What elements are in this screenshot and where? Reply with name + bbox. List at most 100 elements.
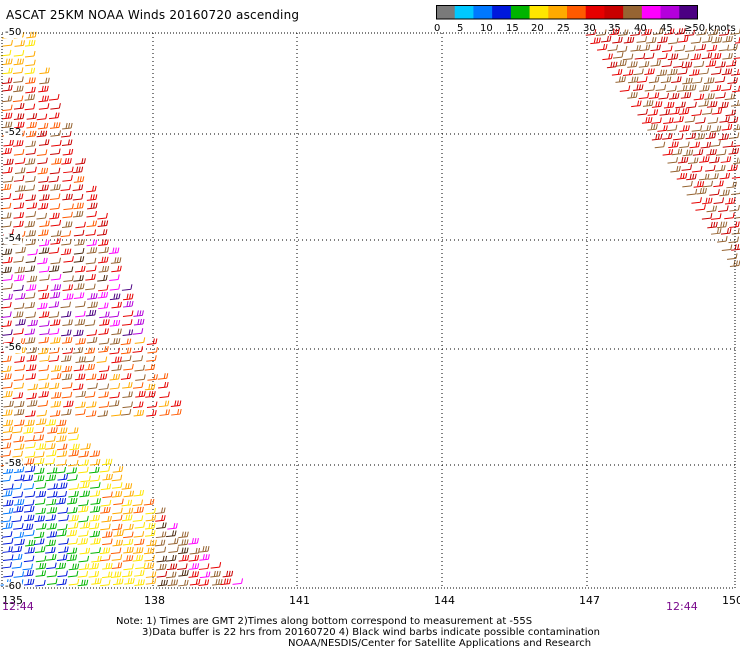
barb-feather (621, 52, 624, 58)
barb-shaft (122, 314, 133, 317)
wind-barb (24, 419, 35, 427)
barb-feather (33, 221, 36, 227)
barb-shaft (14, 424, 24, 427)
barb-shaft (691, 201, 701, 204)
wind-barb (84, 363, 96, 371)
barb-feather (737, 236, 739, 242)
barb-feather (44, 292, 47, 299)
barb-shaft (13, 448, 24, 451)
barb-feather (42, 523, 45, 529)
barb-shaft (691, 114, 701, 117)
barb-feather (671, 141, 674, 147)
barb-shaft (109, 387, 119, 390)
barb-feather (88, 347, 91, 353)
barb-feather (731, 141, 734, 147)
barb-feather (690, 180, 693, 187)
barb-feather (95, 466, 98, 473)
wind-barb (110, 257, 122, 264)
barb-shaft (23, 583, 34, 586)
barb-feather (710, 197, 713, 203)
barb-feather (113, 373, 116, 380)
barb-shaft (146, 342, 156, 345)
wind-barb (25, 59, 36, 67)
barb-feather (71, 293, 74, 299)
barb-feather (702, 187, 705, 194)
barb-feather (21, 435, 24, 442)
barb-feather (702, 181, 705, 187)
barb-feather (52, 265, 55, 271)
barb-feather (653, 124, 656, 130)
wind-barb (144, 522, 156, 530)
barb-feather (21, 256, 24, 262)
barb-shaft (26, 404, 37, 407)
wind-barb (67, 427, 79, 435)
wind-barb (25, 230, 37, 237)
wind-barb (135, 374, 146, 381)
wind-barb (24, 451, 36, 458)
barb-shaft (663, 106, 673, 109)
wind-barb (39, 220, 50, 228)
barb-feather (79, 275, 82, 281)
barb-feather (715, 156, 718, 162)
barb-feather (727, 116, 730, 122)
barb-feather (22, 382, 25, 388)
barb-feather (75, 443, 78, 449)
wind-barb (58, 538, 69, 545)
barb-shaft (24, 470, 34, 473)
barb-feather (172, 563, 175, 569)
barb-shaft (728, 241, 738, 244)
barb-feather (88, 475, 91, 481)
barb-feather (51, 474, 54, 480)
barb-feather (97, 522, 100, 528)
barb-feather (31, 364, 34, 370)
wind-barb (67, 459, 79, 467)
barb-feather (55, 531, 58, 537)
barb-feather (4, 266, 7, 272)
wind-barb (123, 563, 134, 571)
barb-feather (102, 319, 105, 325)
barb-feather (121, 530, 124, 536)
barb-shaft (26, 126, 36, 129)
barb-feather (165, 571, 168, 577)
barb-feather (7, 320, 10, 326)
barb-shaft (210, 566, 220, 569)
wind-barb (653, 28, 664, 35)
barb-feather (681, 116, 684, 122)
barb-shaft (88, 527, 98, 530)
barb-feather (687, 53, 690, 59)
wind-barb (11, 515, 23, 523)
barb-shaft (121, 519, 132, 522)
barb-feather (90, 247, 93, 253)
wind-barb (12, 450, 23, 458)
wind-barb (731, 191, 740, 196)
barb-feather (106, 391, 109, 397)
barb-feather (628, 85, 631, 91)
barb-shaft (612, 41, 622, 44)
barb-shaft (24, 341, 34, 344)
wind-barb (50, 103, 61, 110)
barb-shaft (681, 168, 691, 171)
barb-feather (8, 499, 11, 506)
barb-shaft (1, 370, 11, 373)
barb-shaft (222, 575, 232, 578)
barb-shaft (97, 217, 107, 220)
barb-feather (656, 60, 659, 66)
barb-shaft (717, 240, 727, 243)
barb-feather (637, 100, 640, 106)
barb-feather (152, 410, 155, 416)
barb-feather (22, 374, 25, 380)
barb-feather (603, 43, 606, 50)
barb-shaft (39, 198, 49, 201)
wind-barb (33, 475, 45, 482)
barb-feather (113, 338, 116, 344)
barb-shaft (134, 574, 144, 577)
barb-shaft (120, 413, 130, 416)
barb-feather (71, 266, 74, 272)
barb-shaft (1, 316, 11, 319)
barb-shaft (718, 49, 728, 52)
barb-shaft (673, 120, 683, 123)
barb-feather (130, 284, 133, 290)
barb-shaft (23, 462, 33, 465)
barb-shaft (13, 413, 23, 416)
barb-feather (71, 284, 74, 290)
